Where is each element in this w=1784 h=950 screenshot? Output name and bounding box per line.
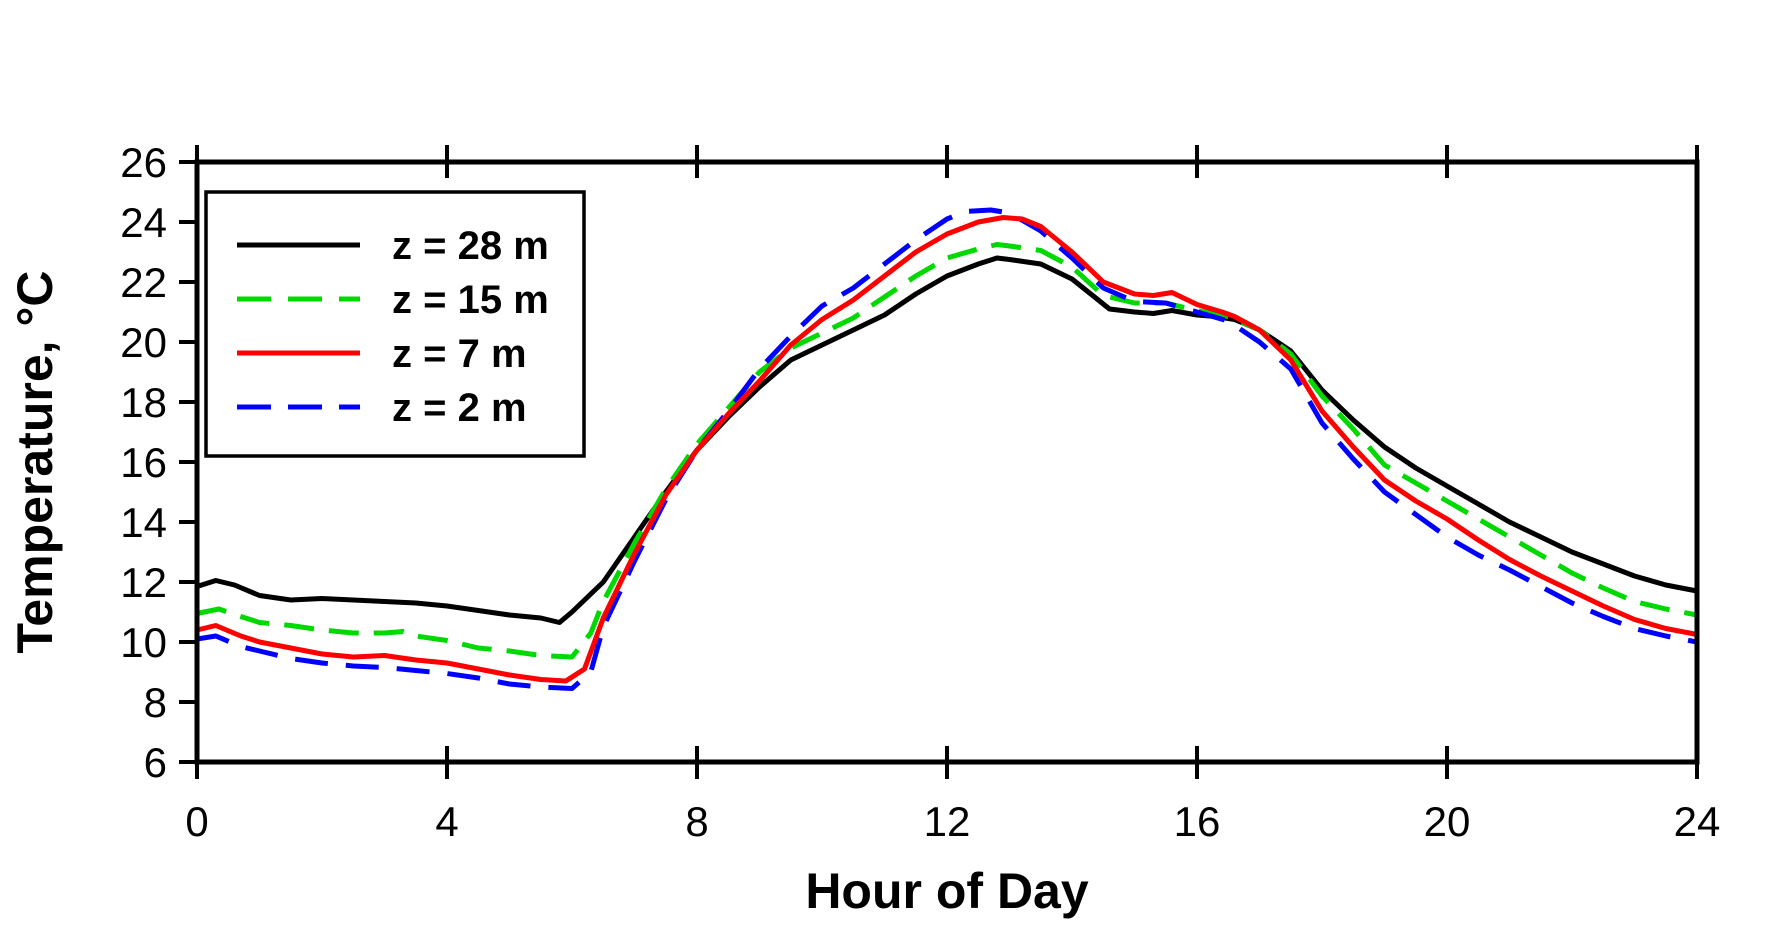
curve-z-2-m: [196, 207, 1698, 691]
legend-label-4: z = 2 m: [392, 386, 527, 430]
legend-label-3: z = 7 m: [392, 332, 527, 376]
curve-z-28-m: [196, 255, 1698, 625]
x-axis-title: Hour of Day: [805, 863, 1089, 919]
x-tick-label-0: 0: [185, 798, 208, 845]
y-tick-label-24: 24: [120, 199, 167, 246]
y-tick-label-14: 14: [120, 499, 167, 546]
ticks-layer: [179, 145, 1699, 779]
legend-box: [204, 190, 586, 458]
x-tick-label-12: 12: [924, 798, 971, 845]
curve-z-7-m: [196, 215, 1698, 684]
x-tick-label-16: 16: [1174, 798, 1221, 845]
y-axis-title: Temperature, °C: [7, 270, 63, 653]
x-tick-label-4: 4: [435, 798, 458, 845]
y-tick-label-20: 20: [120, 319, 167, 366]
y-tick-label-6: 6: [144, 739, 167, 786]
y-tick-label-26: 26: [120, 139, 167, 186]
curves-layer: [196, 207, 1698, 691]
curve-z-15-m: [196, 242, 1698, 660]
x-tick-label-8: 8: [685, 798, 708, 845]
y-tick-label-8: 8: [144, 679, 167, 726]
x-tick-label-24: 24: [1674, 798, 1721, 845]
legend-label-2: z = 15 m: [392, 278, 549, 322]
x-tick-label-20: 20: [1424, 798, 1471, 845]
y-tick-label-12: 12: [120, 559, 167, 606]
y-tick-label-16: 16: [120, 439, 167, 486]
y-tick-label-22: 22: [120, 259, 167, 306]
y-tick-label-18: 18: [120, 379, 167, 426]
legend-label-1: z = 28 m: [392, 224, 549, 268]
legend: z = 28 m z = 15 m z = 7 m z = 2 m: [204, 190, 586, 458]
y-tick-label-10: 10: [120, 619, 167, 666]
tick-labels-layer: 0 4 8 12 16 20 24 6 8 10 12 14 16 18 20 22 24 26: [120, 139, 1720, 845]
